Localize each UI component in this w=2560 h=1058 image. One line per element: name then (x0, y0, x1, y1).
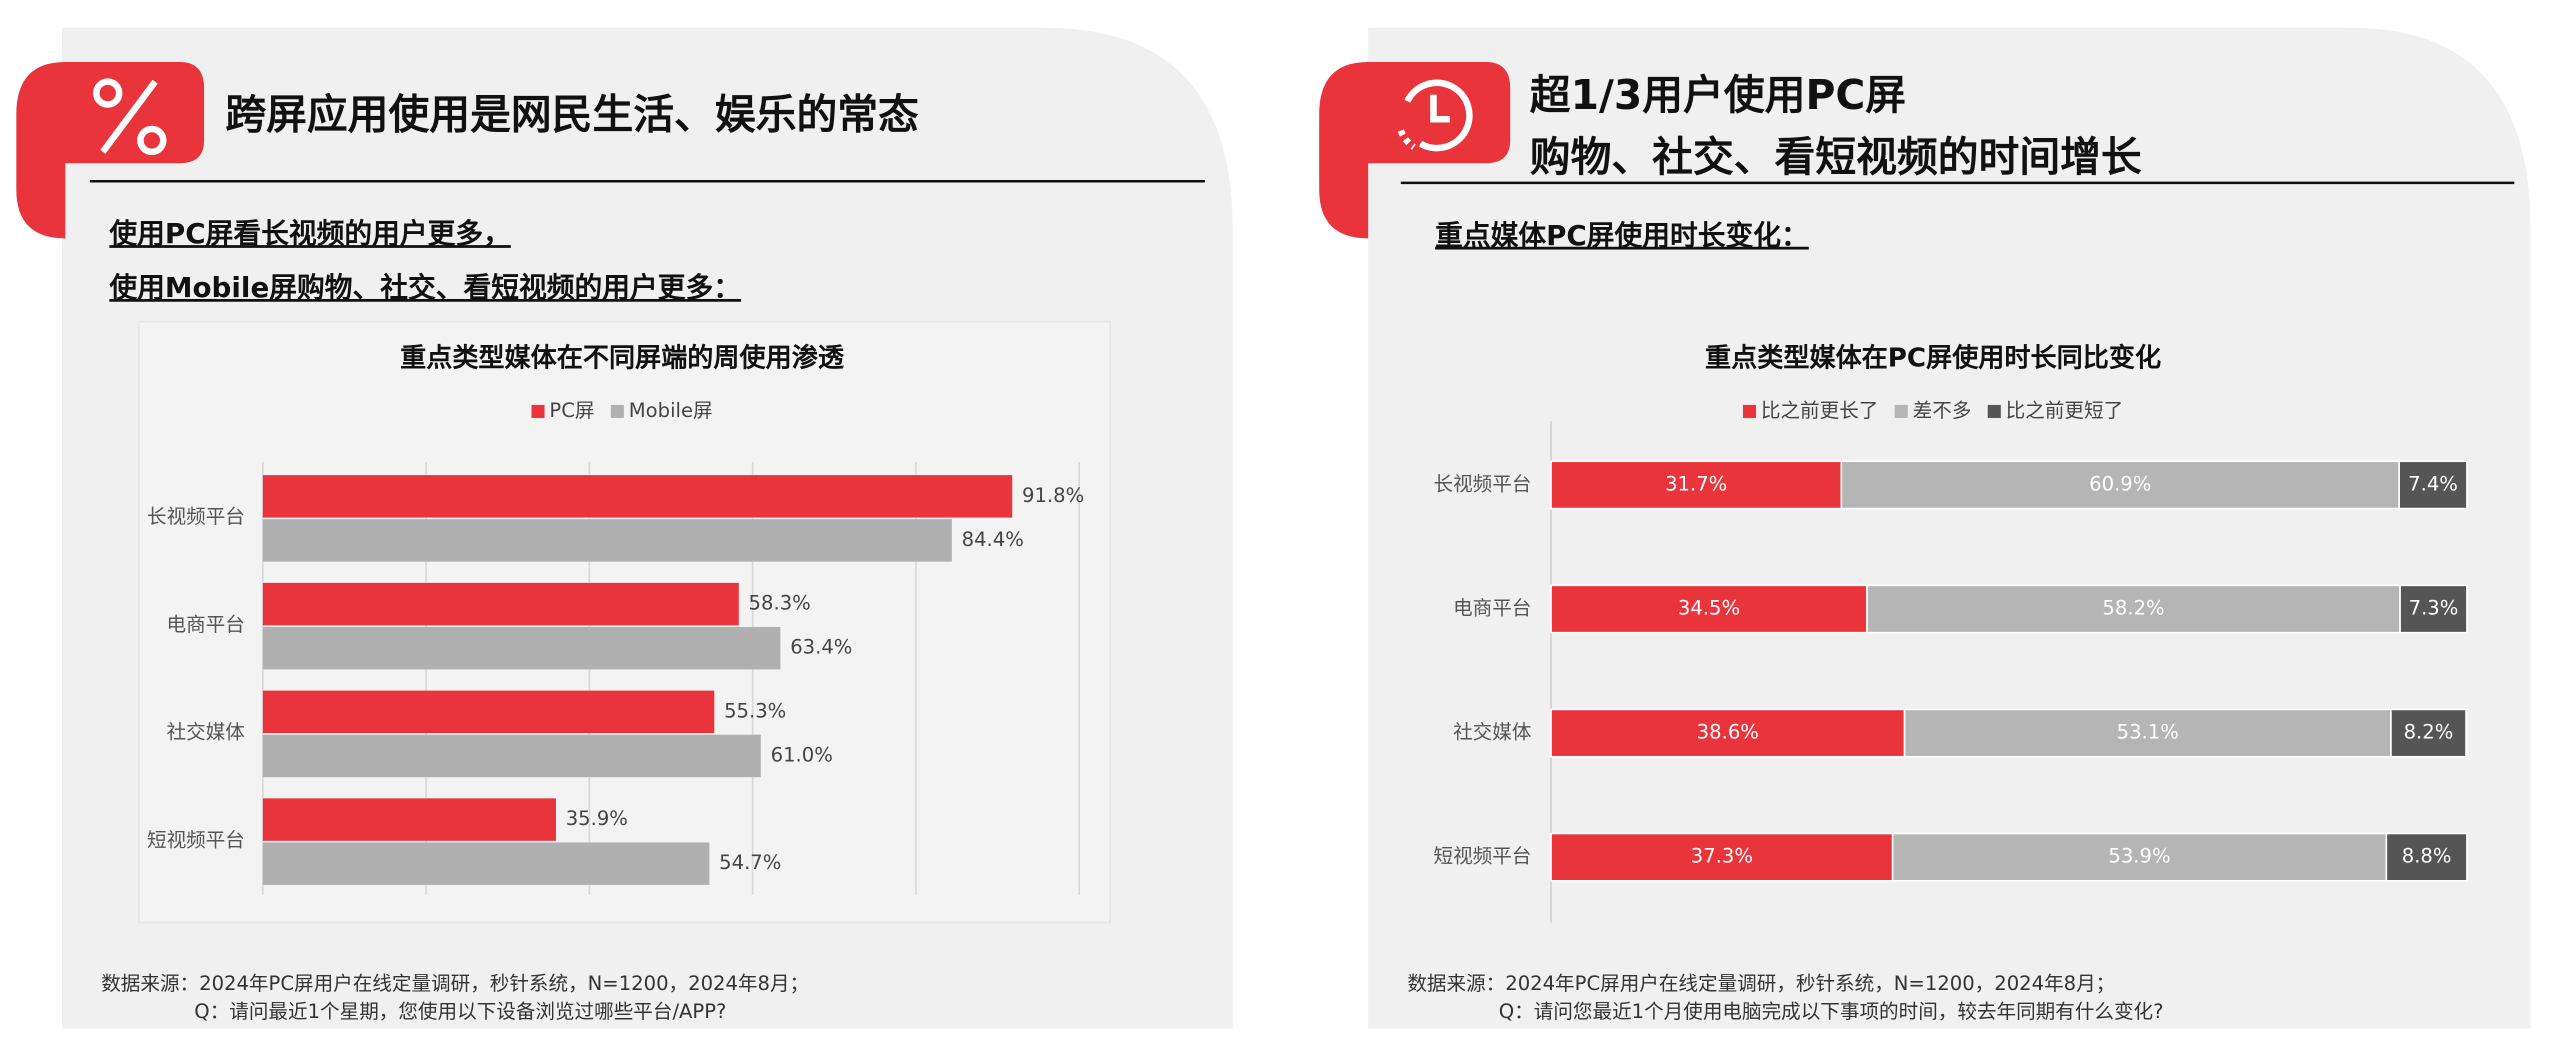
subheading: 使用Mobile屏购物、社交、看短视频的用户更多： (108, 271, 741, 304)
bar-segment (1903, 708, 2392, 758)
value-label: 34.5% (1678, 597, 1740, 620)
bar-segment (2398, 460, 2468, 510)
bar (262, 690, 715, 734)
value-label: 31.7% (1665, 472, 1727, 495)
subheading: 使用PC屏看长视频的用户更多， (108, 217, 510, 250)
value-label: 37.3% (1691, 845, 1753, 868)
badge (16, 62, 205, 239)
legend-swatch (1894, 404, 1908, 418)
bar (262, 798, 556, 841)
category-label: 社交媒体 (167, 721, 246, 744)
value-label: 54.7% (719, 851, 781, 874)
question-note: Q：请问您最近1个月使用电脑完成以下事项的时间，较去年同期有什么变化? (1499, 1000, 2164, 1023)
panel-bg (1368, 27, 2531, 1029)
value-label: 53.1% (2117, 721, 2179, 744)
value-label: 35.9% (566, 807, 628, 830)
bar-segment (1840, 460, 2400, 510)
value-label: 91.8% (1022, 484, 1084, 507)
bar-segment (1891, 832, 2388, 882)
legend-label: Mobile屏 (629, 399, 713, 422)
bar-segment (2399, 584, 2468, 634)
bar-segment (1550, 708, 1906, 758)
source-note: 数据来源：2024年PC屏用户在线定量调研，秒针系统，N=1200，2024年8… (1407, 972, 2115, 995)
chart-title: 重点类型媒体在PC屏使用时长同比变化 (1705, 343, 2161, 374)
bar-segment (1550, 584, 1868, 634)
bar (262, 842, 710, 885)
source-note: 数据来源：2024年PC屏用户在线定量调研，秒针系统，N=1200，2024年8… (101, 972, 809, 995)
category-label: 短视频平台 (1434, 845, 1532, 868)
value-label: 58.3% (749, 592, 811, 615)
bar-segment (1550, 460, 1843, 510)
value-label: 38.6% (1697, 721, 1759, 744)
bar (262, 519, 952, 562)
value-label: 53.9% (2108, 845, 2170, 868)
bar-segment (1550, 832, 1894, 882)
value-label: 60.9% (2089, 472, 2151, 495)
panel-heading: 跨屏应用使用是网民生活、娱乐的常态 (225, 91, 919, 139)
legend-label: PC屏 (549, 399, 594, 422)
legend-swatch (610, 404, 624, 418)
bar (262, 475, 1013, 518)
subheading: 重点媒体PC屏使用时长变化： (1435, 219, 1809, 252)
category-label: 电商平台 (1453, 597, 1531, 620)
legend-label: 比之前更短了 (2006, 399, 2123, 422)
category-label: 短视频平台 (147, 828, 245, 851)
value-label: 8.8% (2402, 845, 2452, 868)
category-label: 电商平台 (167, 613, 245, 636)
panel-heading: 超1/3用户使用PC屏 (1530, 71, 1906, 119)
category-label: 长视频平台 (147, 505, 245, 528)
value-label: 7.3% (2409, 597, 2459, 620)
value-label: 7.4% (2408, 472, 2458, 495)
badge (1319, 62, 1511, 239)
question-note: Q：请问最近1个星期，您使用以下设备浏览过哪些平台/APP? (194, 1000, 726, 1023)
value-label: 8.2% (2404, 721, 2454, 744)
value-label: 63.4% (790, 636, 852, 659)
bar-segment (2390, 708, 2467, 758)
value-label: 84.4% (962, 528, 1024, 551)
panel-heading: 购物、社交、看短视频的时间增长 (1530, 133, 2142, 181)
chart-title: 重点类型媒体在不同屏端的周使用渗透 (400, 343, 845, 374)
legend-label: 比之前更长了 (1761, 399, 1878, 422)
bar (262, 582, 739, 626)
legend-swatch (1742, 404, 1756, 418)
legend-swatch (531, 404, 545, 418)
bar-segment (2385, 832, 2468, 882)
bar (262, 734, 761, 778)
legend-label: 差不多 (1913, 399, 1972, 422)
value-label: 55.3% (724, 699, 786, 722)
category-label: 社交媒体 (1453, 721, 1532, 744)
legend-swatch (1987, 404, 2001, 418)
value-label: 58.2% (2102, 597, 2164, 620)
value-label: 61.0% (771, 743, 833, 766)
category-label: 长视频平台 (1434, 472, 1532, 495)
bar (262, 626, 781, 670)
